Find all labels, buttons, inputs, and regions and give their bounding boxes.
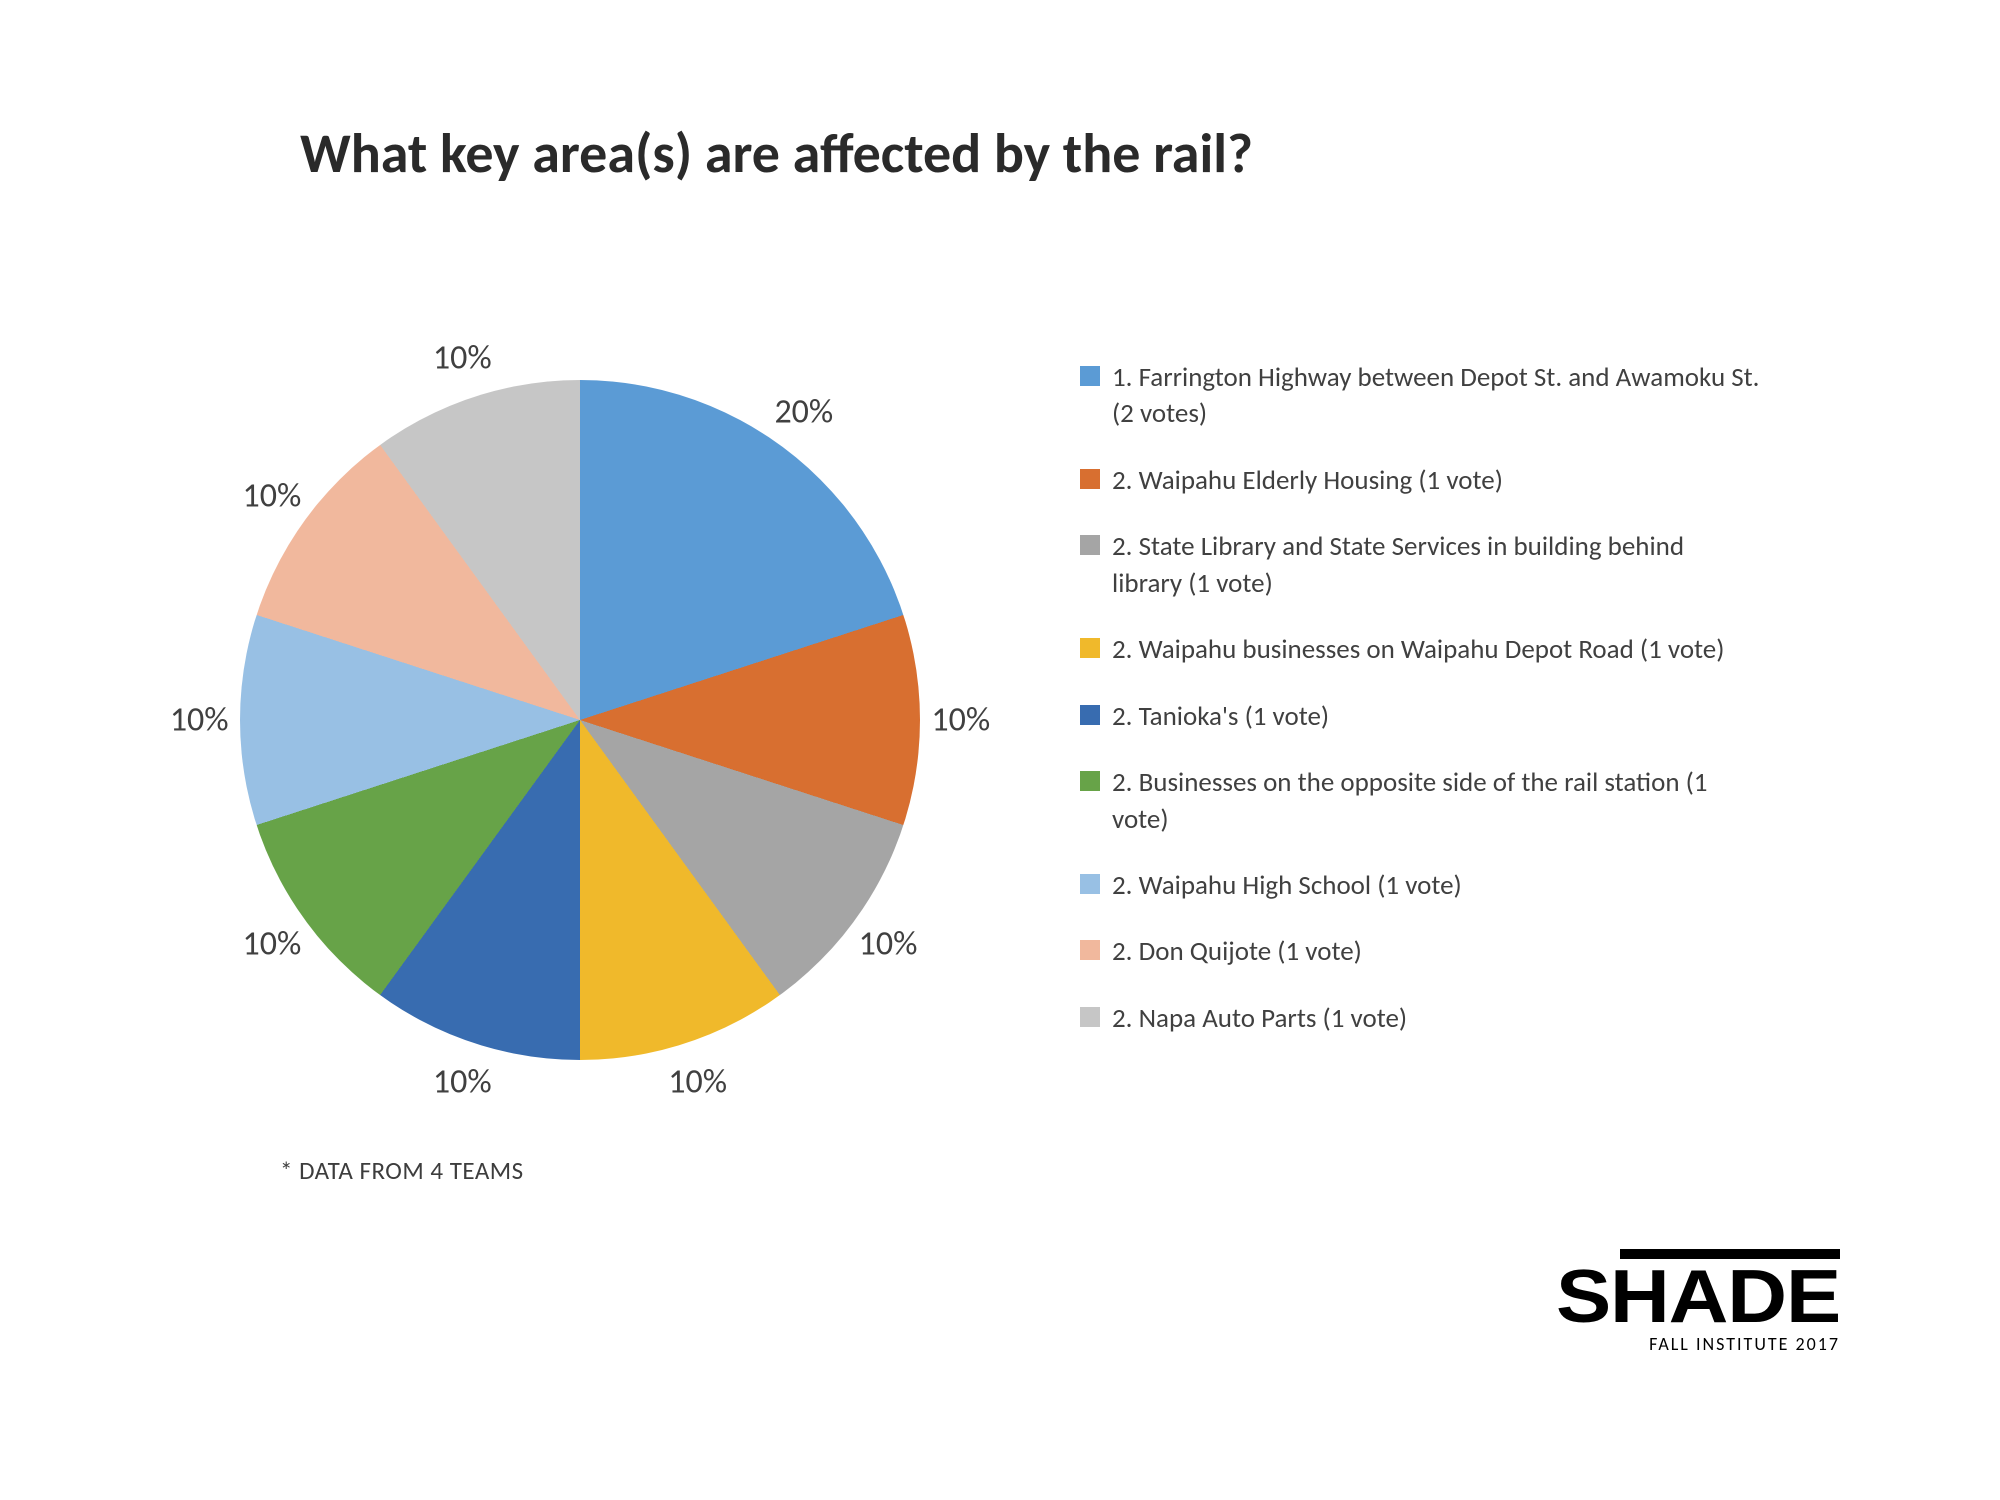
legend-label: 1. Farrington Highway between Depot St. … xyxy=(1112,360,1760,433)
legend-label: 2. Waipahu Elderly Housing (1 vote) xyxy=(1112,463,1503,499)
legend-swatch xyxy=(1080,874,1100,894)
legend-item: 2. Businesses on the opposite side of th… xyxy=(1080,765,1760,838)
legend: 1. Farrington Highway between Depot St. … xyxy=(1080,360,1760,1067)
logo: SHADE FALL INSTITUTE 2017 xyxy=(1593,1249,1840,1355)
legend-swatch xyxy=(1080,771,1100,791)
slice-label: 20% xyxy=(774,391,833,432)
legend-label: 2. Businesses on the opposite side of th… xyxy=(1112,765,1760,838)
slice-label: 10% xyxy=(243,923,302,964)
slice-label: 10% xyxy=(170,700,229,741)
legend-label: 2. Waipahu businesses on Waipahu Depot R… xyxy=(1112,632,1724,668)
legend-swatch xyxy=(1080,940,1100,960)
legend-swatch xyxy=(1080,366,1100,386)
legend-item: 2. Tanioka's (1 vote) xyxy=(1080,699,1760,735)
logo-text: SHADE xyxy=(1556,1261,1840,1333)
footnote: * DATA FROM 4 TEAMS xyxy=(280,1155,524,1186)
slice-label: 10% xyxy=(931,700,990,741)
legend-item: 2. Waipahu Elderly Housing (1 vote) xyxy=(1080,463,1760,499)
pie-graphic xyxy=(240,380,920,1060)
legend-label: 2. Waipahu High School (1 vote) xyxy=(1112,868,1462,904)
slice-label: 10% xyxy=(433,1062,492,1103)
slice-label: 10% xyxy=(668,1062,727,1103)
slice-label: 10% xyxy=(433,337,492,378)
chart-title: What key area(s) are affected by the rai… xyxy=(300,120,1253,188)
pie-chart: 20%10%10%10%10%10%10%10%10% xyxy=(240,380,920,1060)
legend-label: 2. Don Quijote (1 vote) xyxy=(1112,934,1362,970)
page: What key area(s) are affected by the rai… xyxy=(0,0,2000,1500)
legend-item: 1. Farrington Highway between Depot St. … xyxy=(1080,360,1760,433)
legend-swatch xyxy=(1080,469,1100,489)
legend-item: 2. Napa Auto Parts (1 vote) xyxy=(1080,1001,1760,1037)
legend-label: 2. State Library and State Services in b… xyxy=(1112,529,1760,602)
slice-label: 10% xyxy=(243,476,302,517)
legend-swatch xyxy=(1080,705,1100,725)
legend-label: 2. Napa Auto Parts (1 vote) xyxy=(1112,1001,1407,1037)
legend-label: 2. Tanioka's (1 vote) xyxy=(1112,699,1329,735)
legend-swatch xyxy=(1080,638,1100,658)
legend-item: 2. State Library and State Services in b… xyxy=(1080,529,1760,602)
legend-swatch xyxy=(1080,535,1100,555)
legend-item: 2. Waipahu High School (1 vote) xyxy=(1080,868,1760,904)
legend-item: 2. Waipahu businesses on Waipahu Depot R… xyxy=(1080,632,1760,668)
slice-label: 10% xyxy=(859,923,918,964)
legend-swatch xyxy=(1080,1007,1100,1027)
legend-item: 2. Don Quijote (1 vote) xyxy=(1080,934,1760,970)
